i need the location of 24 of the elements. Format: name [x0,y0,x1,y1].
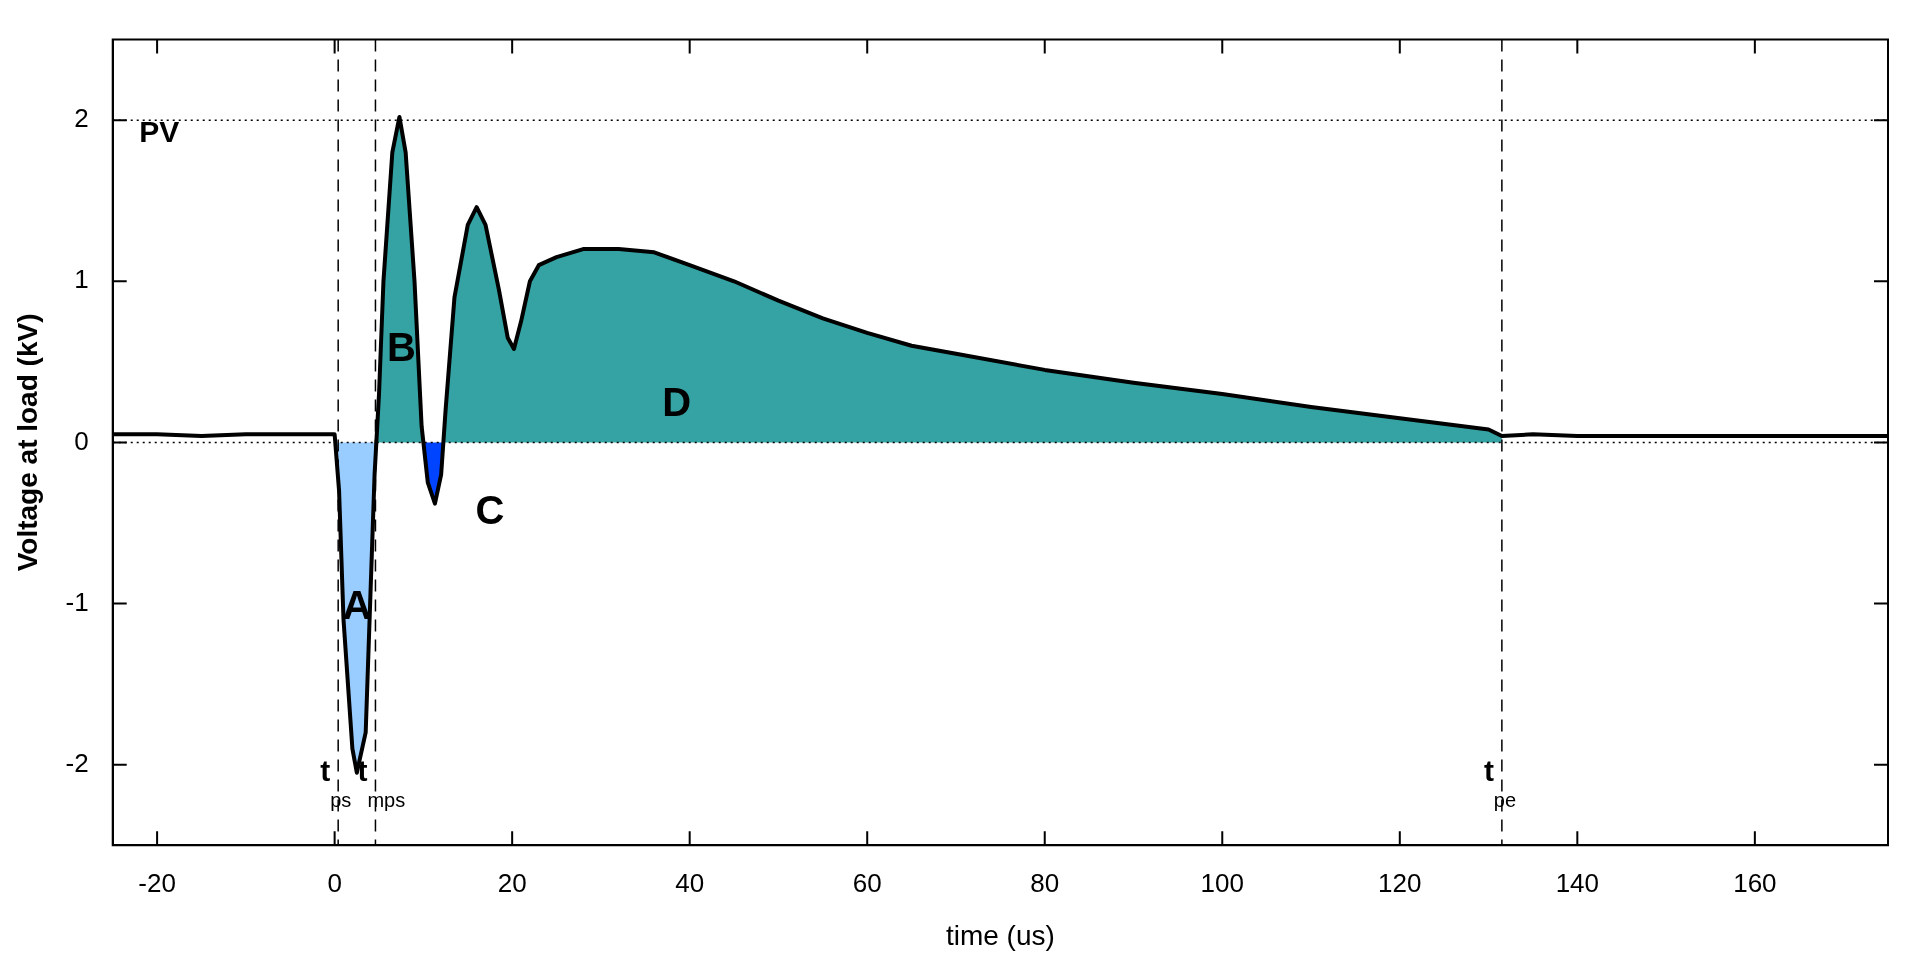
annotation: B [386,324,416,369]
y-tick-label: 0 [74,425,89,456]
x-tick-label: 0 [327,867,342,898]
x-tick-label: 20 [497,867,527,898]
x-tick-label: 140 [1555,867,1600,898]
ref-line-label: tps [320,753,352,811]
x-tick-label: 120 [1378,867,1422,898]
y-axis-title: Voltage at load (kV) [11,313,43,572]
x-axis-title: time (us) [945,919,1055,951]
y-tick-label: -2 [65,747,89,778]
x-tick-label: 80 [1030,867,1060,898]
y-tick-label: -1 [65,586,89,617]
annotation: C [475,488,505,533]
x-tick-label: 160 [1733,867,1777,898]
x-tick-label: 40 [675,867,705,898]
ref-line-label: PV [139,115,180,149]
annotation: A [342,582,372,627]
x-tick-label: 100 [1200,867,1244,898]
ref-line-label: tpe [1483,753,1517,811]
annotation: D [662,379,692,424]
x-tick-label: 60 [852,867,882,898]
y-tick-label: 2 [74,103,89,134]
y-tick-label: 1 [74,264,89,295]
x-tick-label: -20 [138,867,176,898]
